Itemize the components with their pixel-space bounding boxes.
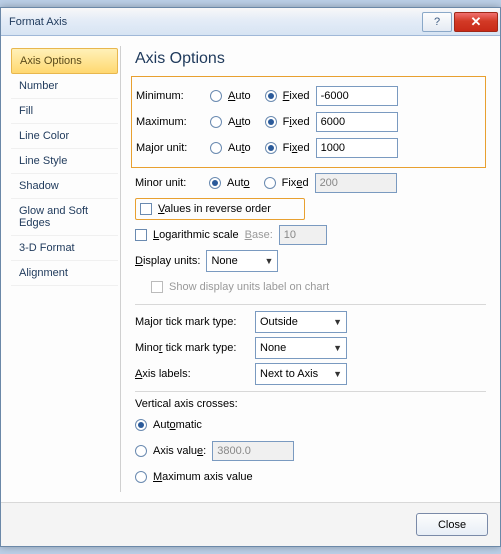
display-units-value: None — [211, 255, 237, 267]
separator — [135, 304, 486, 305]
display-units-row: Display units: None ▼ — [135, 250, 486, 272]
crosses-value-radio[interactable] — [135, 445, 147, 457]
sidebar-item-line-style[interactable]: Line Style — [11, 149, 118, 174]
crosses-value-label: Axis value: — [153, 445, 206, 457]
sidebar-item-glow[interactable]: Glow and Soft Edges — [11, 199, 118, 236]
show-units-checkbox — [151, 281, 163, 293]
crosses-automatic-label: Automatic — [153, 419, 202, 431]
axis-labels-combo[interactable]: Next to Axis ▼ — [255, 363, 347, 385]
chevron-down-icon: ▼ — [265, 256, 274, 266]
reverse-checkbox[interactable] — [140, 203, 152, 215]
show-units-row: Show display units label on chart — [151, 276, 486, 298]
sidebar-item-fill[interactable]: Fill — [11, 99, 118, 124]
minor-fixed-label: Fixed — [282, 177, 309, 189]
crosses-value-row: Axis value: — [135, 440, 486, 462]
maximum-label: Maximum: — [136, 116, 204, 128]
highlight-reverse: Values in reverse order — [135, 198, 305, 220]
sidebar: Axis Options Number Fill Line Color Line… — [11, 46, 121, 492]
help-button[interactable]: ? — [422, 12, 452, 32]
log-label: Logarithmic scale — [153, 229, 239, 241]
dialog-body: Axis Options Number Fill Line Color Line… — [1, 36, 500, 502]
minor-tick-label: Minor tick mark type: — [135, 342, 249, 354]
maximum-auto-radio[interactable] — [210, 116, 222, 128]
maximum-row: Maximum: Auto Fixed — [136, 111, 481, 133]
major-unit-row: Major unit: Auto Fixed — [136, 137, 481, 159]
log-scale-row: Logarithmic scale Base: — [135, 224, 486, 246]
log-checkbox[interactable] — [135, 229, 147, 241]
close-button[interactable]: Close — [416, 513, 488, 536]
log-base-label: Base: — [245, 229, 273, 241]
major-tick-label: Major tick mark type: — [135, 316, 249, 328]
sidebar-item-axis-options[interactable]: Axis Options — [11, 48, 118, 74]
crosses-max-label: Maximum axis value — [153, 471, 253, 483]
minimum-auto-label: Auto — [228, 90, 251, 102]
display-units-combo[interactable]: None ▼ — [206, 250, 278, 272]
close-x-button[interactable]: ✕ — [454, 12, 498, 32]
sidebar-item-3d-format[interactable]: 3-D Format — [11, 236, 118, 261]
highlight-box-bounds: Minimum: Auto Fixed Maximum: Auto Fixed — [131, 76, 486, 168]
panel-heading: Axis Options — [135, 50, 486, 68]
sidebar-item-alignment[interactable]: Alignment — [11, 261, 118, 286]
minor-tick-value: None — [260, 342, 286, 354]
axis-labels-row: Axis labels: Next to Axis ▼ — [135, 363, 486, 385]
chevron-down-icon: ▼ — [333, 317, 342, 327]
minor-unit-label: Minor unit: — [135, 177, 203, 189]
axis-labels-value: Next to Axis — [260, 368, 318, 380]
display-units-label: Display units: — [135, 255, 200, 267]
content-panel: Axis Options Minimum: Auto Fixed Maximum… — [131, 46, 490, 492]
major-tick-row: Major tick mark type: Outside ▼ — [135, 311, 486, 333]
minor-tick-row: Minor tick mark type: None ▼ — [135, 337, 486, 359]
sidebar-item-line-color[interactable]: Line Color — [11, 124, 118, 149]
major-unit-label: Major unit: — [136, 142, 204, 154]
minor-unit-row: Minor unit: Auto Fixed — [135, 172, 486, 194]
minimum-fixed-label: Fixed — [283, 90, 310, 102]
maximum-fixed-radio[interactable] — [265, 116, 277, 128]
reverse-label: Values in reverse order — [158, 203, 271, 215]
log-base-input — [279, 225, 327, 245]
minor-unit-input — [315, 173, 397, 193]
crosses-max-row: Maximum axis value — [135, 466, 486, 488]
major-fixed-radio[interactable] — [265, 142, 277, 154]
minimum-row: Minimum: Auto Fixed — [136, 85, 481, 107]
show-units-label: Show display units label on chart — [169, 281, 329, 293]
minor-fixed-radio[interactable] — [264, 177, 276, 189]
minor-tick-combo[interactable]: None ▼ — [255, 337, 347, 359]
axis-labels-label: Axis labels: — [135, 368, 249, 380]
major-unit-input[interactable] — [316, 138, 398, 158]
crosses-auto-row: Automatic — [135, 414, 486, 436]
separator — [135, 391, 486, 392]
major-auto-label: Auto — [228, 142, 251, 154]
minimum-label: Minimum: — [136, 90, 204, 102]
major-fixed-label: Fixed — [283, 142, 310, 154]
format-axis-dialog: Format Axis ? ✕ Axis Options Number Fill… — [0, 7, 501, 547]
sidebar-item-number[interactable]: Number — [11, 74, 118, 99]
footer: Close — [1, 502, 500, 546]
titlebar: Format Axis ? ✕ — [1, 8, 500, 36]
crosses-value-input — [212, 441, 294, 461]
minor-auto-radio[interactable] — [209, 177, 221, 189]
sidebar-item-shadow[interactable]: Shadow — [11, 174, 118, 199]
minimum-auto-radio[interactable] — [210, 90, 222, 102]
major-tick-value: Outside — [260, 316, 298, 328]
crosses-max-radio[interactable] — [135, 471, 147, 483]
chevron-down-icon: ▼ — [333, 343, 342, 353]
minimum-input[interactable] — [316, 86, 398, 106]
chevron-down-icon: ▼ — [333, 369, 342, 379]
maximum-auto-label: Auto — [228, 116, 251, 128]
maximum-fixed-label: Fixed — [283, 116, 310, 128]
maximum-input[interactable] — [316, 112, 398, 132]
minimum-fixed-radio[interactable] — [265, 90, 277, 102]
minor-auto-label: Auto — [227, 177, 250, 189]
window-title: Format Axis — [9, 16, 422, 28]
crosses-automatic-radio[interactable] — [135, 419, 147, 431]
major-auto-radio[interactable] — [210, 142, 222, 154]
crosses-heading: Vertical axis crosses: — [135, 398, 486, 410]
major-tick-combo[interactable]: Outside ▼ — [255, 311, 347, 333]
